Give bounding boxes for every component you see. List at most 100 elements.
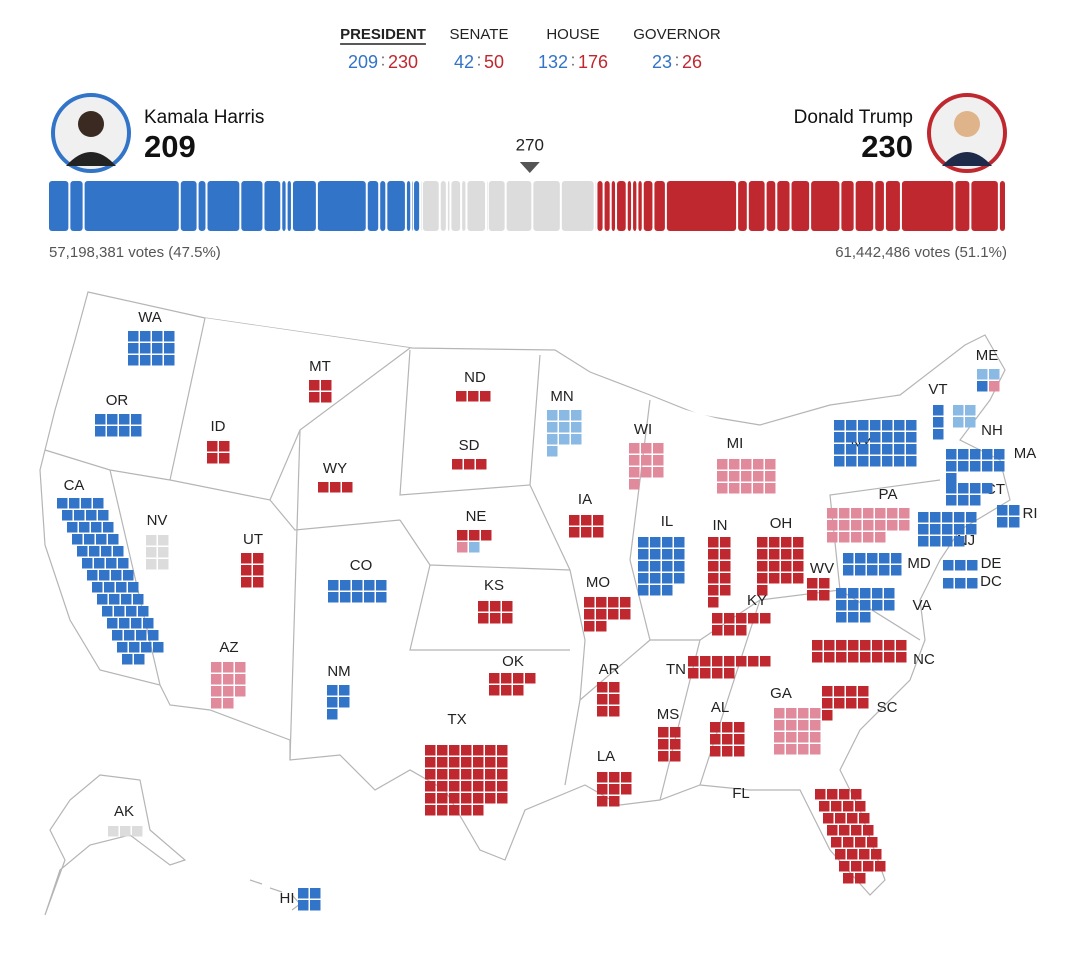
state[interactable]: CT	[946, 481, 1005, 506]
state[interactable]: KS	[478, 577, 513, 624]
ev-tile	[525, 673, 536, 684]
bar-segment	[317, 181, 366, 231]
state[interactable]: OK	[489, 653, 536, 696]
ev-tile	[847, 849, 858, 860]
state[interactable]: SD	[452, 437, 487, 470]
state[interactable]: WI	[629, 421, 664, 490]
state[interactable]: ME	[976, 347, 1000, 392]
ev-tile	[321, 392, 332, 403]
state[interactable]: ND	[456, 369, 491, 402]
ev-tile	[120, 826, 131, 837]
ev-tile	[457, 530, 468, 541]
ev-tile	[812, 640, 823, 651]
ev-tile	[884, 600, 895, 611]
ev-tile	[513, 673, 524, 684]
state[interactable]: IA	[569, 491, 604, 538]
ev-tile	[425, 805, 436, 816]
state[interactable]: NM	[327, 663, 351, 720]
race-tab[interactable]: SENATE	[450, 26, 509, 43]
state[interactable]: AL	[710, 699, 745, 757]
ev-tile	[327, 709, 338, 720]
race-tab[interactable]: GOVERNOR	[633, 26, 721, 43]
state[interactable]: CA	[57, 477, 164, 665]
ev-tile	[581, 515, 592, 526]
ev-tile	[958, 449, 969, 460]
state[interactable]: TX	[425, 711, 508, 816]
state[interactable]: HI	[280, 888, 321, 911]
state[interactable]: IL	[638, 513, 685, 596]
state[interactable]: AK	[108, 803, 143, 837]
state[interactable]: MN	[547, 388, 582, 457]
state[interactable]: TN	[666, 656, 771, 679]
state[interactable]: NY	[834, 420, 917, 467]
state[interactable]: KY	[712, 592, 771, 636]
ev-tile	[942, 536, 953, 547]
bar-segment	[611, 181, 616, 231]
ev-tile	[753, 459, 764, 470]
ev-tile	[848, 652, 859, 663]
state[interactable]: FL	[732, 785, 886, 884]
state-label: CA	[64, 477, 85, 494]
race-tab[interactable]: PRESIDENT	[340, 26, 426, 43]
state[interactable]: NV	[146, 512, 169, 570]
ev-tile	[123, 570, 134, 581]
ev-tile	[136, 630, 147, 641]
state[interactable]: ID	[207, 418, 230, 464]
ev-tile	[724, 656, 735, 667]
state[interactable]: WY	[318, 460, 353, 493]
ev-tile	[339, 685, 350, 696]
state[interactable]: DE	[943, 555, 1001, 572]
state[interactable]: GA	[770, 685, 821, 755]
ev-tile	[584, 621, 595, 632]
state[interactable]: NE	[457, 508, 492, 553]
state[interactable]: NH	[953, 405, 1003, 439]
ev-tile	[461, 769, 472, 780]
state[interactable]: AR	[597, 661, 620, 717]
state[interactable]: VA	[836, 588, 931, 623]
state[interactable]: WA	[128, 309, 175, 366]
ev-tile	[843, 837, 854, 848]
state[interactable]: NJ	[918, 512, 977, 549]
ev-tile	[461, 793, 472, 804]
ev-tile	[774, 720, 785, 731]
state[interactable]: MS	[657, 706, 681, 762]
state[interactable]: DC	[943, 573, 1002, 590]
state[interactable]: AZ	[211, 639, 246, 709]
bar-segment	[287, 181, 291, 231]
state[interactable]: VT	[928, 381, 948, 440]
state[interactable]: PA	[827, 486, 910, 543]
ev-tile	[822, 710, 833, 721]
ev-tile	[597, 706, 608, 717]
state[interactable]: MT	[309, 358, 332, 403]
ev-tile	[89, 546, 100, 557]
ev-tile	[839, 520, 850, 531]
ev-tile	[858, 444, 869, 455]
ev-tile	[638, 549, 649, 560]
state[interactable]: CO	[328, 557, 387, 603]
state[interactable]: UT	[241, 531, 264, 588]
state[interactable]: MD	[843, 553, 931, 576]
bar-segment	[241, 181, 263, 231]
state[interactable]: IN	[708, 517, 731, 608]
state[interactable]: SC	[822, 686, 898, 721]
ev-tile	[82, 558, 93, 569]
state[interactable]: MO	[584, 574, 631, 632]
state[interactable]: RI	[997, 505, 1038, 528]
state[interactable]: MA	[946, 445, 1036, 484]
race-tab[interactable]: HOUSE	[546, 26, 599, 43]
ev-tile	[906, 456, 917, 467]
popular-vote: 57,198,381 votes (47.5%)	[49, 244, 221, 261]
state[interactable]: NC	[812, 640, 935, 668]
state[interactable]: LA	[597, 748, 632, 807]
state[interactable]: MI	[717, 435, 776, 494]
state[interactable]: OH	[757, 515, 804, 596]
state[interactable]: OR	[95, 392, 142, 437]
state-label: MS	[657, 706, 680, 723]
state[interactable]: WV	[807, 560, 834, 601]
ev-tile	[74, 510, 85, 521]
ev-tile	[843, 553, 854, 564]
ev-tile	[734, 746, 745, 757]
bar-segment	[841, 181, 854, 231]
state-label: MN	[550, 388, 573, 405]
ev-tile	[774, 744, 785, 755]
